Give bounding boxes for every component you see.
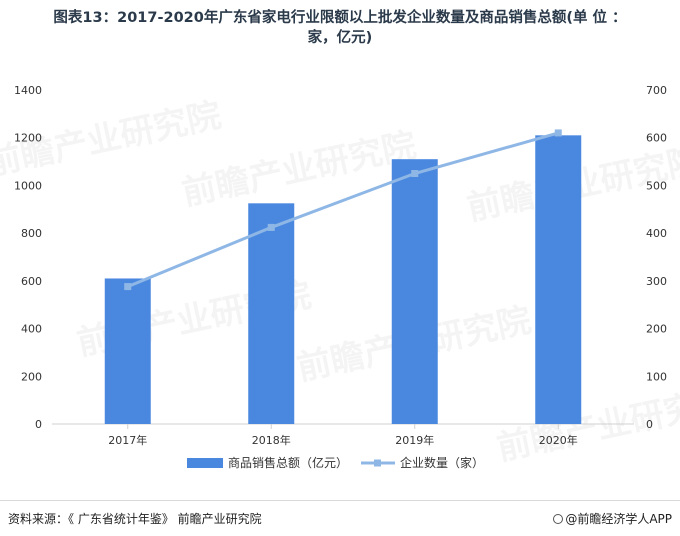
y-right-tick-label: 300 [646,275,667,288]
legend-bar-swatch [187,458,223,468]
brand-credit: @前瞻经济学人APP [553,510,672,527]
line-point-3 [411,170,419,177]
y-right-tick-label: 700 [646,84,667,97]
legend-line-marker [374,459,381,467]
y-left-tick-label: 200 [21,370,42,383]
y-right-tick-label: 500 [646,179,667,192]
line-point-4 [554,129,562,137]
y-right-tick-label: 0 [646,418,653,431]
bar-3 [391,159,438,424]
source-note: 资料来源：《 广东省统计年鉴》 前瞻产业研究院 [8,512,262,526]
line-point-2 [267,223,275,231]
y-right-tick-label: 600 [646,132,667,145]
x-tick-label: 2017年 [108,433,147,447]
brand-logo-icon [553,514,564,524]
x-tick-label: 2019年 [395,433,434,447]
line-point-1 [124,283,132,291]
legend-bar-label: 商品销售总额（亿元） [228,455,348,470]
x-tick-label: 2018年 [252,433,291,447]
y-left-tick-label: 1000 [14,179,42,192]
chart-title-line-1: 图表13：2017-2020年广东省家电行业限额以上批发企业数量及商品销售总额(… [53,10,627,26]
y-right-tick-label: 400 [646,227,667,240]
y-left-tick-label: 0 [35,418,42,431]
legend-line-label: 企业数量（家） [400,455,484,470]
y-left-tick-label: 600 [21,275,42,288]
brand-credit-text: @前瞻经济学人APP [565,512,672,526]
bar-1 [104,278,151,424]
y-left-tick-label: 400 [21,323,42,336]
enterprise-count-line [127,131,559,288]
y-left-tick-label: 1400 [14,84,42,97]
x-tick-label: 2020年 [539,433,578,447]
y-left-tick-label: 1200 [14,132,42,145]
footer: 资料来源：《 广东省统计年鉴》 前瞻产业研究院 @前瞻经济学人APP [0,500,680,536]
y-right-tick-label: 200 [646,323,667,336]
combo-chart: 前瞻产业研究院前瞻产业研究院前瞻产业研究院前瞻产业研究院前瞻产业研究院前瞻产业研… [0,84,680,470]
chart-title-line-2: 家，亿元) [307,30,373,46]
y-left-tick-label: 800 [21,227,42,240]
bar-4 [535,135,582,425]
y-right-tick-label: 100 [646,370,667,383]
bar-2 [248,203,295,424]
chart-title: 图表13：2017-2020年广东省家电行业限额以上批发企业数量及商品销售总额(… [0,8,680,48]
watermark-text-2: 前瞻产业研究院 [179,125,420,214]
